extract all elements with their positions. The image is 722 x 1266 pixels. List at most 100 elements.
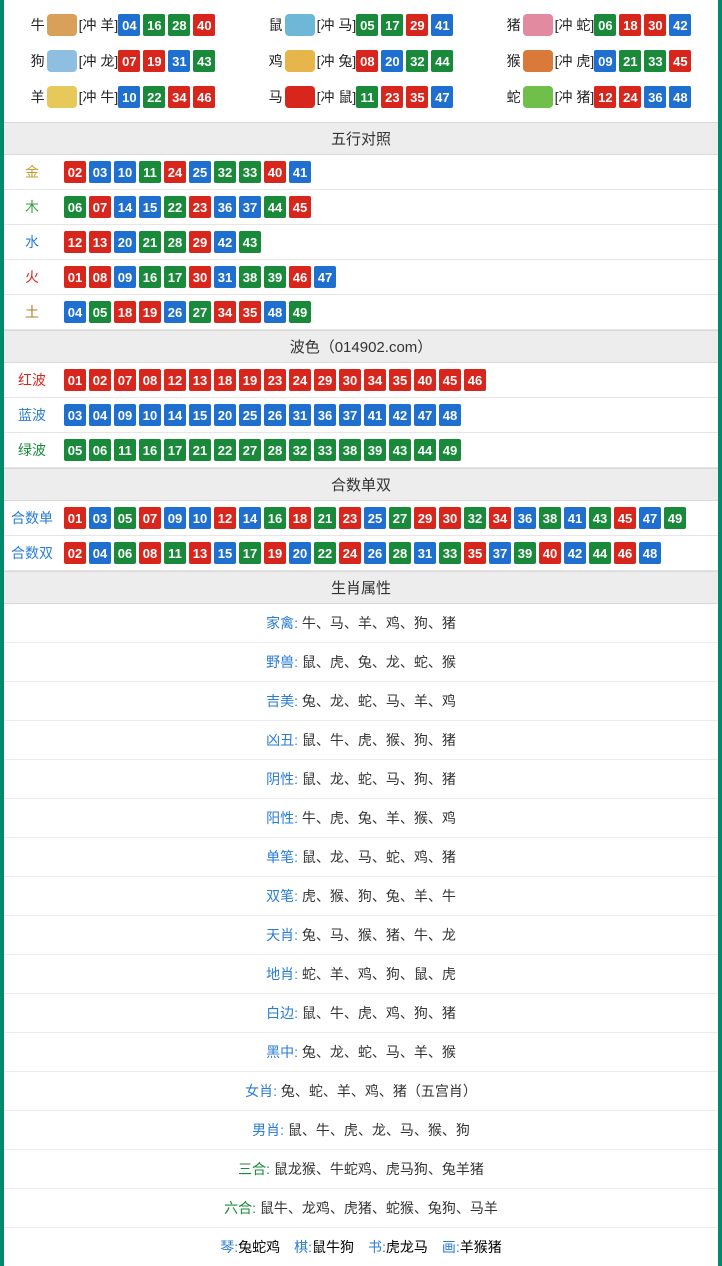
number-ball: 40 — [193, 14, 215, 36]
row-label: 金 — [4, 156, 60, 188]
row-label: 土 — [4, 296, 60, 328]
row-balls: 0102070812131819232429303435404546 — [60, 363, 490, 397]
attribute-key: 阴性: — [266, 771, 302, 787]
number-ball: 38 — [539, 507, 561, 529]
number-ball: 40 — [414, 369, 436, 391]
ball-row: 08203244 — [356, 50, 453, 72]
number-ball: 02 — [89, 369, 111, 391]
number-ball: 39 — [264, 266, 286, 288]
bose-table: 红波0102070812131819232429303435404546蓝波03… — [4, 363, 718, 468]
number-ball: 06 — [114, 542, 136, 564]
number-ball: 30 — [644, 14, 666, 36]
attribute-row: 黑中: 兔、龙、蛇、马、羊、猴 — [4, 1033, 718, 1072]
zodiac-cell: 蛇[冲 猪]12243648 — [480, 78, 718, 114]
attribute-row: 三合: 鼠龙猴、牛蛇鸡、虎马狗、兔羊猪 — [4, 1150, 718, 1189]
number-ball: 31 — [414, 542, 436, 564]
number-ball: 07 — [118, 50, 140, 72]
number-ball: 03 — [89, 161, 111, 183]
number-ball: 34 — [364, 369, 386, 391]
zodiac-clash: [冲 牛] — [79, 87, 119, 107]
number-ball: 15 — [139, 196, 161, 218]
number-ball: 34 — [168, 86, 190, 108]
number-ball: 32 — [464, 507, 486, 529]
zodiac-name: 鸡 — [269, 51, 283, 71]
number-ball: 24 — [164, 161, 186, 183]
attribute-key: 地肖: — [266, 966, 302, 982]
number-ball: 25 — [189, 161, 211, 183]
number-ball: 38 — [339, 439, 361, 461]
number-ball: 27 — [239, 439, 261, 461]
zodiac-cell: 猪[冲 蛇]06183042 — [480, 6, 718, 42]
attribute-value: 兔、龙、蛇、马、羊、猴 — [302, 1044, 456, 1060]
number-ball: 16 — [143, 14, 165, 36]
number-ball: 21 — [189, 439, 211, 461]
row-balls: 02031011242532334041 — [60, 155, 315, 189]
table-row: 火0108091617303138394647 — [4, 260, 718, 295]
number-ball: 09 — [114, 266, 136, 288]
attribute-value: 鼠、虎、兔、龙、蛇、猴 — [302, 654, 456, 670]
number-ball: 28 — [164, 231, 186, 253]
number-ball: 17 — [164, 439, 186, 461]
number-ball: 11 — [164, 542, 186, 564]
attribute-row: 天肖: 兔、马、猴、猪、牛、龙 — [4, 916, 718, 955]
zodiac-clash: [冲 蛇] — [555, 15, 595, 35]
table-row: 合数双0204060811131517192022242628313335373… — [4, 536, 718, 571]
row-label: 火 — [4, 261, 60, 293]
number-ball: 46 — [614, 542, 636, 564]
number-ball: 14 — [239, 507, 261, 529]
number-ball: 43 — [193, 50, 215, 72]
bottom-value: 虎龙马 — [386, 1239, 428, 1255]
number-ball: 35 — [464, 542, 486, 564]
attribute-key: 野兽: — [266, 654, 302, 670]
zodiac-cell: 鸡[冲 兔]08203244 — [242, 42, 480, 78]
row-label: 合数单 — [4, 502, 60, 534]
number-ball: 44 — [589, 542, 611, 564]
number-ball: 12 — [594, 86, 616, 108]
number-ball: 07 — [139, 507, 161, 529]
bottom-key: 书: — [368, 1239, 386, 1255]
number-ball: 10 — [139, 404, 161, 426]
number-ball: 05 — [114, 507, 136, 529]
number-ball: 09 — [164, 507, 186, 529]
attribute-value: 蛇、羊、鸡、狗、鼠、虎 — [302, 966, 456, 982]
zodiac-label: 猴[冲 虎] — [507, 50, 595, 72]
number-ball: 26 — [364, 542, 386, 564]
row-label: 水 — [4, 226, 60, 258]
number-ball: 18 — [619, 14, 641, 36]
attribute-row: 女肖: 兔、蛇、羊、鸡、猪（五宫肖） — [4, 1072, 718, 1111]
number-ball: 25 — [364, 507, 386, 529]
number-ball: 41 — [289, 161, 311, 183]
row-balls: 03040910141520252631363741424748 — [60, 398, 465, 432]
number-ball: 49 — [664, 507, 686, 529]
number-ball: 11 — [114, 439, 136, 461]
attribute-key: 单笔: — [266, 849, 302, 865]
number-ball: 47 — [414, 404, 436, 426]
number-ball: 46 — [289, 266, 311, 288]
number-ball: 10 — [189, 507, 211, 529]
number-ball: 07 — [114, 369, 136, 391]
attribute-key: 吉美: — [266, 693, 302, 709]
attribute-value: 鼠牛、龙鸡、虎猪、蛇猴、兔狗、马羊 — [260, 1200, 498, 1216]
page-wrapper: 牛[冲 羊]04162840鼠[冲 马]05172941猪[冲 蛇]061830… — [0, 0, 722, 1266]
number-ball: 02 — [64, 542, 86, 564]
zodiac-name: 猴 — [507, 51, 521, 71]
ball-row: 11233547 — [356, 86, 453, 108]
number-ball: 08 — [89, 266, 111, 288]
number-ball: 19 — [239, 369, 261, 391]
ball-row: 09213345 — [594, 50, 691, 72]
number-ball: 42 — [564, 542, 586, 564]
number-ball: 45 — [289, 196, 311, 218]
number-ball: 17 — [239, 542, 261, 564]
number-ball: 05 — [89, 301, 111, 323]
bottom-value: 兔蛇鸡 — [238, 1239, 280, 1255]
bottom-key: 棋: — [294, 1239, 312, 1255]
zodiac-name: 牛 — [31, 15, 45, 35]
number-ball: 47 — [639, 507, 661, 529]
zodiac-icon — [523, 86, 553, 108]
number-ball: 41 — [364, 404, 386, 426]
number-ball: 16 — [264, 507, 286, 529]
number-ball: 08 — [139, 542, 161, 564]
number-ball: 22 — [314, 542, 336, 564]
attribute-key: 男肖: — [252, 1122, 288, 1138]
attribute-key: 三合: — [238, 1161, 274, 1177]
